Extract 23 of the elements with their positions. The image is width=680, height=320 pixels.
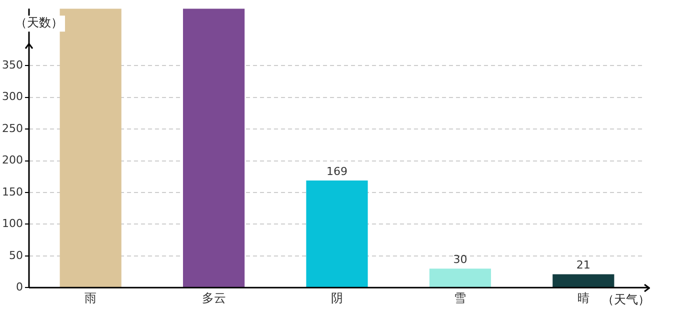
bar bbox=[182, 8, 245, 288]
y-tick-label: 200 bbox=[2, 154, 23, 167]
x-tick-label: 雨 bbox=[84, 290, 97, 305]
data-label: 169 bbox=[326, 164, 348, 178]
data-label: 21 bbox=[576, 258, 590, 272]
x-tick-label: 雪 bbox=[454, 290, 466, 305]
y-tick-label: 300 bbox=[2, 90, 23, 104]
bar bbox=[552, 274, 614, 288]
data-label: 30 bbox=[453, 252, 468, 266]
x-tick-label: 晴 bbox=[577, 290, 590, 305]
y-tick-label: 0 bbox=[16, 280, 23, 294]
y-tick-label: 350 bbox=[2, 58, 23, 72]
bar bbox=[306, 180, 368, 288]
x-tick-label: 阴 bbox=[331, 290, 343, 305]
bar bbox=[429, 268, 491, 288]
x-axis-title: （天气） bbox=[602, 292, 650, 307]
y-tick-label: 250 bbox=[2, 122, 23, 135]
y-axis-title: （天数） bbox=[14, 16, 63, 30]
bar bbox=[60, 8, 122, 288]
x-tick-label: 多云 bbox=[202, 290, 226, 305]
y-tick-label: 50 bbox=[8, 248, 23, 262]
y-tick-label: 150 bbox=[2, 185, 23, 198]
y-tick-label: 100 bbox=[2, 217, 23, 230]
